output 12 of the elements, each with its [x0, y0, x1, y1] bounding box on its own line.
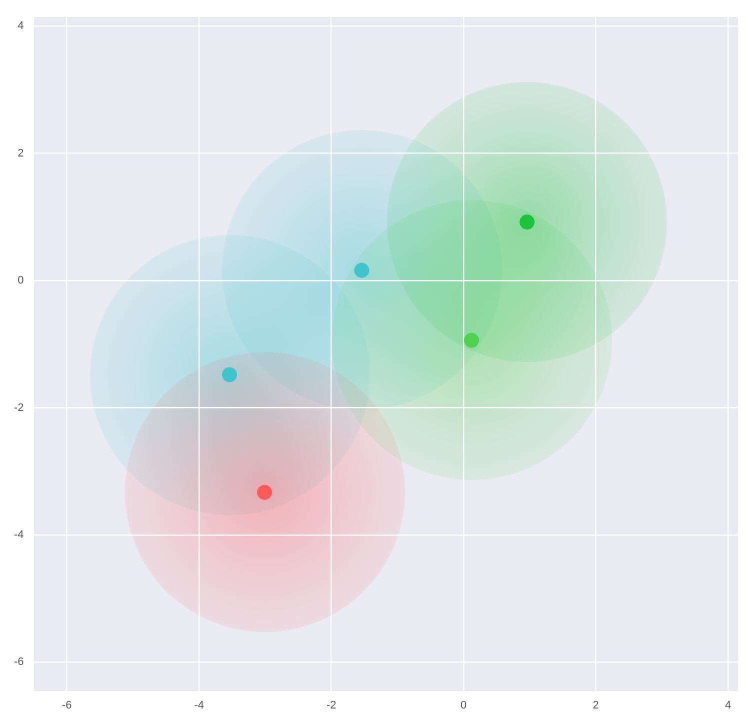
x-tick-label: 0 [460, 699, 467, 712]
x-tick-label: -2 [326, 699, 336, 712]
x-tick-label: -4 [194, 699, 204, 712]
y-tick-label: -2 [14, 402, 24, 414]
x-tick-label: 4 [725, 699, 732, 712]
y-tick-label: 0 [18, 274, 24, 287]
y-tick-label: 4 [18, 20, 24, 32]
x-tick-label: -6 [62, 699, 72, 712]
y-tick-label: -6 [14, 656, 24, 668]
x-tick-label: 2 [592, 699, 599, 712]
y-tick-label: -4 [14, 529, 24, 541]
y-tick-label: 2 [18, 147, 24, 160]
